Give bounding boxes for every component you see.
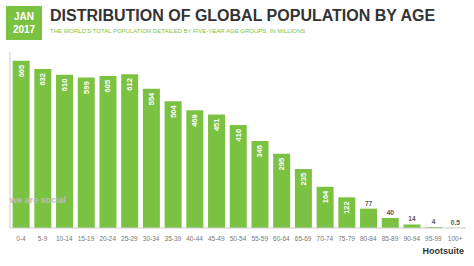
svg-text:14: 14	[408, 215, 416, 222]
svg-text:25-29: 25-29	[121, 235, 138, 242]
svg-text:0-4: 0-4	[16, 235, 26, 242]
svg-text:599: 599	[82, 81, 91, 94]
svg-text:5-9: 5-9	[38, 235, 48, 242]
svg-text:35-39: 35-39	[165, 235, 182, 242]
html-text:DISTRIBUTION OF GLOBAL POPULAT: DISTRIBUTION OF GLOBAL POPULATION BY AGE	[50, 7, 436, 24]
html-text:Hootsuite: Hootsuite	[422, 246, 464, 256]
svg-text:10-14: 10-14	[56, 235, 73, 242]
svg-text:40: 40	[387, 209, 395, 216]
svg-text:90-94: 90-94	[403, 235, 420, 242]
svg-text:20-24: 20-24	[99, 235, 116, 242]
svg-text:295: 295	[277, 158, 286, 171]
svg-text:70-74: 70-74	[317, 235, 334, 242]
svg-text:45-49: 45-49	[208, 235, 225, 242]
svg-text:554: 554	[147, 92, 156, 105]
svg-text:504: 504	[169, 104, 178, 117]
svg-text:75-79: 75-79	[338, 235, 355, 242]
svg-text:164: 164	[321, 190, 330, 203]
svg-text:15-19: 15-19	[78, 235, 95, 242]
svg-text:410: 410	[234, 129, 243, 142]
html-text:THE WORLD'S TOTAL POPULATION D: THE WORLD'S TOTAL POPULATION DETAILED BY…	[50, 28, 306, 34]
svg-text:55-59: 55-59	[251, 235, 268, 242]
svg-text:605: 605	[103, 80, 112, 93]
html-text:2017: 2017	[12, 24, 36, 35]
svg-text:95-99: 95-99	[425, 235, 442, 242]
svg-text:468: 468	[190, 114, 199, 127]
svg-text:235: 235	[299, 173, 308, 186]
svg-text:60-64: 60-64	[273, 235, 290, 242]
svg-text:632: 632	[38, 73, 47, 86]
svg-text:665: 665	[17, 65, 26, 78]
svg-text:346: 346	[255, 145, 264, 158]
svg-text:100+: 100+	[448, 235, 463, 242]
svg-text:80-84: 80-84	[360, 235, 377, 242]
html-text:we are social: we are social	[10, 195, 66, 205]
svg-text:451: 451	[212, 119, 221, 132]
svg-text:65-69: 65-69	[295, 235, 312, 242]
html-text:JAN: JAN	[14, 11, 34, 22]
svg-text:612: 612	[125, 78, 134, 91]
svg-text:40-44: 40-44	[186, 235, 203, 242]
svg-text:85-89: 85-89	[382, 235, 399, 242]
svg-text:30-34: 30-34	[143, 235, 160, 242]
svg-text:50-54: 50-54	[230, 235, 247, 242]
svg-text:4: 4	[432, 218, 436, 225]
svg-text:122: 122	[342, 201, 351, 214]
svg-text:0.5: 0.5	[451, 219, 460, 226]
svg-text:610: 610	[60, 79, 69, 92]
svg-text:77: 77	[365, 200, 373, 207]
